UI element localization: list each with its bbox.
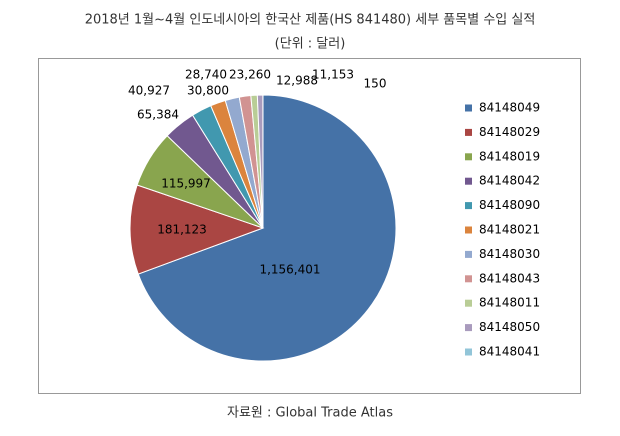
legend-swatch [465, 104, 472, 112]
legend-swatch [465, 128, 472, 136]
legend-label: 84148011 [479, 296, 540, 310]
data-label: 115,997 [161, 177, 211, 191]
legend-swatch [465, 153, 472, 161]
legend-label: 84148090 [479, 198, 540, 212]
data-label: 12,988 [276, 74, 318, 88]
legend-label: 84148029 [479, 125, 540, 139]
legend-label: 84148021 [479, 223, 540, 237]
chart-title: 2018년 1월~4월 인도네시아의 한국산 제품(HS 841480) 세부 … [85, 13, 536, 28]
data-label: 65,384 [137, 108, 179, 122]
legend-label: 84148049 [479, 101, 540, 115]
legend-swatch [465, 177, 472, 185]
legend-label: 84148043 [479, 271, 540, 285]
plot-frame [38, 58, 581, 394]
data-label: 11,153 [312, 68, 354, 82]
pie-slice [137, 94, 397, 362]
data-label: 40,927 [128, 84, 170, 98]
legend-swatch [465, 202, 472, 210]
legend-swatch [465, 299, 472, 307]
data-label: 181,123 [157, 223, 207, 237]
legend-label: 84148050 [479, 320, 540, 334]
data-label: 28,740 [185, 68, 227, 82]
legend-label: 84148041 [479, 345, 540, 359]
source: 자료원 : Global Trade Atlas [227, 406, 393, 421]
legend-swatch [465, 226, 472, 234]
legend-label: 84148042 [479, 174, 540, 188]
data-label: 30,800 [187, 84, 229, 98]
pie-slice [129, 184, 265, 275]
data-label: 23,260 [229, 68, 271, 82]
legend-swatch [465, 324, 472, 332]
legend-swatch [465, 348, 472, 356]
legend-swatch [465, 275, 472, 283]
legend-label: 84148030 [479, 247, 540, 261]
data-label: 1,156,401 [259, 263, 320, 277]
data-label: 150 [364, 77, 387, 91]
legend-swatch [465, 250, 472, 258]
chart-subtitle: (단위 : 달러) [275, 37, 346, 52]
legend-label: 84148019 [479, 149, 540, 163]
